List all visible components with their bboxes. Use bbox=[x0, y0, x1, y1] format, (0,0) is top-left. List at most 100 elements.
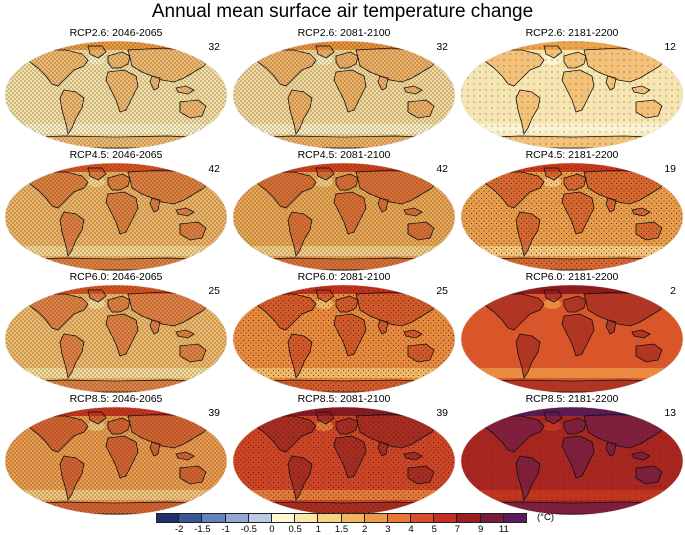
continent-outline bbox=[561, 313, 595, 357]
map-panel: RCP2.6: 2181-2200 12 bbox=[458, 26, 685, 153]
world-map bbox=[460, 40, 684, 150]
colorbar-tick-label: 1 bbox=[315, 524, 321, 535]
colorbar-tick-label: -2 bbox=[174, 524, 184, 535]
map-panel: RCP2.6: 2081-2100 32 bbox=[230, 26, 458, 153]
globe-outline bbox=[4, 406, 228, 516]
world-map bbox=[460, 284, 684, 394]
map-panel: RCP6.0: 2046-2065 25 bbox=[2, 270, 230, 397]
continent-outline bbox=[543, 289, 563, 303]
map-panel: RCP4.5: 2081-2100 42 bbox=[230, 148, 458, 275]
colorbar-tick-label: 3 bbox=[385, 524, 391, 535]
colorbar-tick-label: -1.5 bbox=[194, 524, 211, 535]
model-count: 42 bbox=[436, 163, 448, 175]
model-count: 32 bbox=[208, 41, 220, 53]
colorbar-tick-label: 4 bbox=[408, 524, 414, 535]
globe-outline bbox=[232, 40, 456, 150]
continent-outline bbox=[470, 379, 674, 393]
panel-title: RCP6.0: 2046-2065 bbox=[69, 271, 163, 283]
colorbar-tick-label: -1 bbox=[221, 524, 230, 535]
colorbar-swatch bbox=[387, 513, 412, 523]
north-atlantic-patch bbox=[543, 299, 561, 309]
stippling bbox=[233, 163, 455, 271]
colorbar-swatch bbox=[248, 513, 272, 523]
stippling bbox=[5, 41, 227, 149]
panel-title: RCP4.5: 2081-2100 bbox=[297, 149, 391, 161]
stippling bbox=[5, 407, 227, 515]
continent-outline bbox=[635, 343, 663, 363]
world-map bbox=[4, 40, 228, 150]
world-map bbox=[232, 40, 456, 150]
map-panel: RCP4.5: 2046-2065 42 bbox=[2, 148, 230, 275]
colorbar-swatch bbox=[271, 513, 296, 523]
arctic-band bbox=[461, 285, 683, 294]
globe-outline bbox=[460, 40, 684, 150]
colorbar-tick-label: 0 bbox=[269, 524, 275, 535]
colorbar-unit: (°C) bbox=[537, 512, 554, 523]
map-panel: RCP4.5: 2181-2200 19 bbox=[458, 148, 685, 275]
colorbar-tick-label: 0.5 bbox=[288, 524, 302, 535]
globe-outline bbox=[460, 162, 684, 272]
colorbar-tick-label: 1.5 bbox=[334, 524, 349, 535]
stippling bbox=[5, 285, 227, 393]
colorbar-swatch bbox=[318, 513, 342, 523]
globe-outline bbox=[232, 284, 456, 394]
colorbar-swatch bbox=[457, 513, 481, 523]
map-panel: RCP6.0: 2081-2100 25 bbox=[230, 270, 458, 397]
world-map bbox=[232, 284, 456, 394]
colorbar-tick-label: -0.5 bbox=[240, 524, 257, 535]
colorbar-swatch bbox=[480, 513, 504, 523]
stippling bbox=[233, 285, 455, 393]
panel-title: RCP8.5: 2181-2200 bbox=[525, 393, 619, 405]
colorbar-swatch bbox=[503, 513, 527, 523]
model-count: 2 bbox=[670, 285, 676, 297]
stippling bbox=[233, 407, 455, 515]
colorbar-tick-label: 2 bbox=[362, 524, 368, 535]
world-map bbox=[4, 162, 228, 272]
map-panel: RCP8.5: 2046-2065 39 bbox=[2, 392, 230, 519]
model-count: 25 bbox=[208, 285, 220, 297]
map-panel: RCP8.5: 2081-2100 39 bbox=[230, 392, 458, 519]
colorbar-swatch bbox=[156, 513, 180, 523]
world-map bbox=[4, 284, 228, 394]
southern-ocean-band bbox=[461, 368, 683, 378]
colorbar bbox=[156, 513, 527, 523]
colorbar-swatch bbox=[341, 513, 365, 523]
world-map bbox=[460, 406, 684, 516]
model-count: 39 bbox=[208, 407, 220, 419]
map-panel: RCP2.6: 2046-2065 32 bbox=[2, 26, 230, 153]
panel-title: RCP6.0: 2081-2100 bbox=[297, 271, 391, 283]
colorbar-tick-label: 9 bbox=[477, 524, 484, 535]
continent-outline bbox=[631, 329, 651, 339]
stippling bbox=[461, 163, 683, 271]
panel-title: RCP8.5: 2046-2065 bbox=[69, 393, 163, 405]
globe-outline bbox=[232, 162, 456, 272]
model-count: 32 bbox=[436, 41, 448, 53]
colorbar-swatch bbox=[179, 513, 203, 523]
colorbar-tick-label: 7 bbox=[454, 524, 461, 535]
panel-title: RCP4.5: 2046-2065 bbox=[69, 149, 163, 161]
world-map bbox=[4, 406, 228, 516]
stippling bbox=[461, 407, 683, 515]
panel-title: RCP2.6: 2081-2100 bbox=[297, 27, 391, 39]
colorbar-tick-label: 5 bbox=[431, 524, 437, 535]
colorbar-swatch bbox=[295, 513, 319, 523]
colorbar-swatch bbox=[434, 513, 458, 523]
model-count: 25 bbox=[436, 285, 448, 297]
panel-title: RCP8.5: 2081-2100 bbox=[297, 393, 391, 405]
globe-outline bbox=[460, 284, 684, 394]
panel-title: RCP4.5: 2181-2200 bbox=[525, 149, 619, 161]
stippling bbox=[233, 41, 455, 149]
continent-outline bbox=[515, 333, 541, 380]
colorbar-swatch bbox=[364, 513, 388, 523]
stippling bbox=[461, 41, 683, 149]
continent-outline bbox=[605, 319, 617, 335]
panel-title: RCP2.6: 2181-2200 bbox=[525, 27, 619, 39]
colorbar-swatch bbox=[225, 513, 249, 523]
world-map bbox=[232, 406, 456, 516]
model-count: 13 bbox=[664, 407, 676, 419]
model-count: 19 bbox=[664, 163, 676, 175]
colorbar-swatch bbox=[411, 513, 435, 523]
globe-outline bbox=[4, 284, 228, 394]
map-panel: RCP8.5: 2181-2200 13 bbox=[458, 392, 685, 519]
map-panel: RCP6.0: 2181-2200 2 bbox=[458, 270, 685, 397]
